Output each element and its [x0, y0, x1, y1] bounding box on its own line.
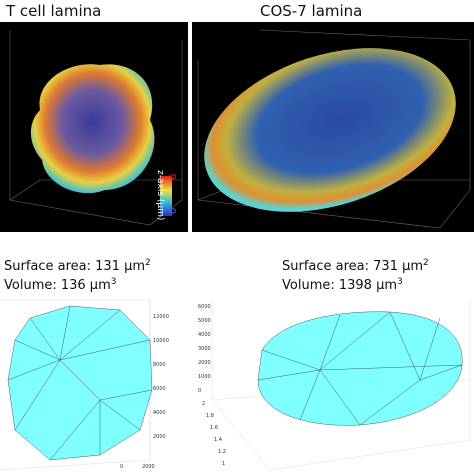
volume: Volume: 1398 μm3	[282, 277, 403, 293]
axis-tick-label: 2000	[198, 360, 211, 366]
colorbar	[160, 176, 172, 216]
axis-tick-label: 8000	[153, 362, 166, 368]
axis-tick-label: 2000	[153, 434, 166, 440]
t-cell-nucleus	[30, 64, 155, 194]
text: Volume: 136 μm	[4, 278, 111, 293]
axis-tick-label: 10000	[153, 338, 169, 344]
sup: 3	[111, 277, 117, 287]
mesh	[7, 305, 463, 461]
axis-tick-label: 4000	[153, 410, 166, 416]
text: Surface area: 731 μm	[282, 259, 423, 274]
sup: 2	[423, 258, 429, 268]
surface-area: Surface area: 731 μm2	[282, 258, 429, 274]
axis-tick-label: 1	[222, 461, 225, 467]
axis-tick-label: 0	[120, 464, 123, 470]
panel-title: T cell lamina	[5, 2, 101, 20]
panel-title: COS-7 lamina	[260, 2, 362, 20]
axis-tick-label: 6000	[198, 304, 211, 310]
axis-tick-label: 0	[198, 388, 201, 394]
axis-tick-label: 3000	[198, 346, 211, 352]
sup: 3	[397, 277, 403, 287]
axis-tick-label: 5000	[198, 318, 211, 324]
axis-tick-label: 1.4	[214, 437, 222, 443]
colorbar-max: 6	[168, 174, 179, 180]
axis-tick-label: 2000	[142, 464, 155, 470]
axis-tick-label: 6000	[153, 386, 166, 392]
colorbar-min: 0	[168, 208, 179, 214]
colorbar-label: z-axis (μm)	[155, 170, 165, 220]
sup: 2	[145, 258, 151, 268]
volume: Volume: 136 μm3	[4, 277, 116, 293]
text: Surface area: 131 μm	[4, 259, 145, 274]
axis-tick-label: 4000	[198, 332, 211, 338]
cos7-nucleus	[204, 48, 456, 212]
text: Volume: 1398 μm	[282, 278, 397, 293]
axis-tick-label: 12000	[153, 314, 169, 320]
axis-tick-label: 2	[202, 401, 205, 407]
axis-tick-label: 1.2	[218, 449, 226, 455]
axis-tick-label: 1.6	[210, 425, 218, 431]
axis-tick-label: 1000	[198, 374, 211, 380]
surface-area: Surface area: 131 μm2	[4, 258, 151, 274]
axis-tick-label: 1.8	[206, 413, 214, 419]
